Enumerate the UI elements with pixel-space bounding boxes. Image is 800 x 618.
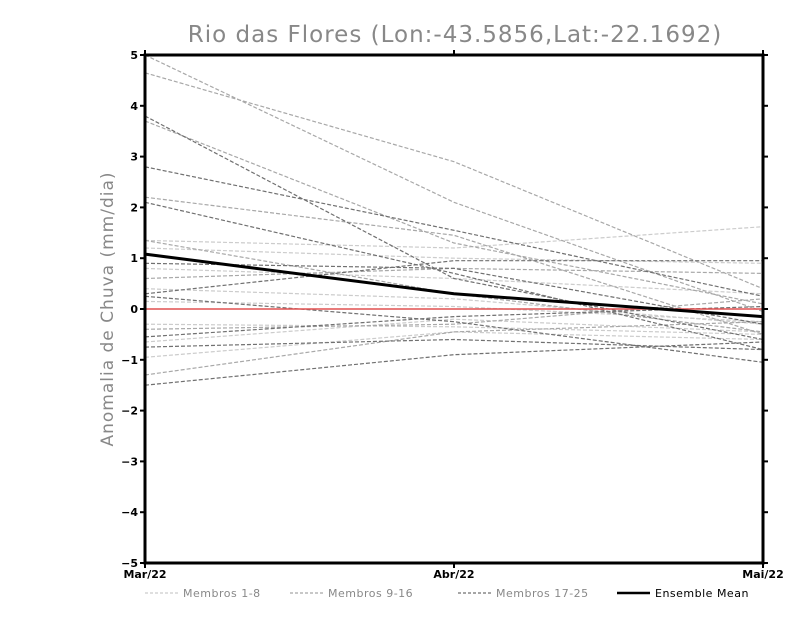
member-line-g3-m6 bbox=[144, 338, 764, 351]
member-line-g2-m3 bbox=[144, 120, 764, 305]
y-tick-label: −1 bbox=[121, 354, 138, 367]
member-line-g1-m4 bbox=[144, 288, 764, 325]
member-line-g2-m1 bbox=[144, 54, 764, 313]
member-line-g3-m1 bbox=[144, 115, 764, 341]
member-line-g3-m5 bbox=[144, 260, 763, 295]
member-line-g1-m7 bbox=[144, 331, 764, 358]
y-tick-label: 4 bbox=[130, 100, 138, 113]
member-line-g3-m3 bbox=[144, 201, 764, 351]
y-axis-ticks: 5 4 3 2 1 0 −1 −2 −3 −4 −5 bbox=[121, 49, 768, 570]
member-line-g2-m7 bbox=[144, 321, 764, 376]
member-line-g3-m9 bbox=[144, 295, 764, 363]
member-line-g3-m7 bbox=[144, 341, 764, 386]
y-tick-label: −3 bbox=[121, 455, 138, 468]
y-tick-label: 1 bbox=[130, 252, 138, 265]
member-line-g2-m6 bbox=[144, 298, 764, 330]
member-line-g2-m4 bbox=[144, 196, 764, 335]
chart-title: Rio das Flores (Lon:-43.5856,Lat:-22.169… bbox=[188, 22, 722, 48]
y-tick-label: −4 bbox=[121, 506, 138, 519]
member-line-g3-m2 bbox=[144, 166, 764, 297]
y-tick-label: 0 bbox=[130, 303, 138, 316]
member-line-g1-m2 bbox=[144, 247, 764, 264]
y-tick-label: 3 bbox=[130, 151, 138, 164]
x-tick-label: Mar/22 bbox=[123, 568, 166, 581]
y-tick-label: 2 bbox=[130, 201, 138, 214]
x-tick-label: Mai/22 bbox=[742, 568, 783, 581]
legend: Membros 1-8 Membros 9-16 Membros 17-25 Ense… bbox=[145, 587, 749, 600]
member-line-g3-m4 bbox=[144, 262, 764, 325]
y-tick-label: −5 bbox=[121, 557, 138, 570]
legend-label: Membros 9-16 bbox=[328, 587, 413, 600]
legend-label: Ensemble Mean bbox=[655, 587, 749, 600]
member-line-g1-m1 bbox=[144, 226, 764, 249]
member-line-g3-m8 bbox=[144, 305, 764, 338]
ensemble-members bbox=[144, 54, 764, 386]
x-axis-ticks: Mar/22 Abr/22 Mai/22 bbox=[123, 50, 784, 581]
x-tick-label: Abr/22 bbox=[433, 568, 474, 581]
member-line-g1-m8 bbox=[144, 300, 764, 323]
member-line-g1-m6 bbox=[144, 318, 764, 343]
member-line-g2-m2 bbox=[144, 72, 764, 290]
ensemble-mean-line bbox=[144, 252, 764, 319]
legend-label: Membros 1-8 bbox=[183, 587, 261, 600]
y-axis-label: Anomalia de Chuva (mm/dia) bbox=[98, 171, 118, 446]
y-tick-label: 5 bbox=[130, 49, 138, 62]
legend-label: Membros 17-25 bbox=[496, 587, 589, 600]
y-tick-label: −2 bbox=[121, 405, 138, 418]
member-line-g1-m5 bbox=[144, 323, 764, 335]
